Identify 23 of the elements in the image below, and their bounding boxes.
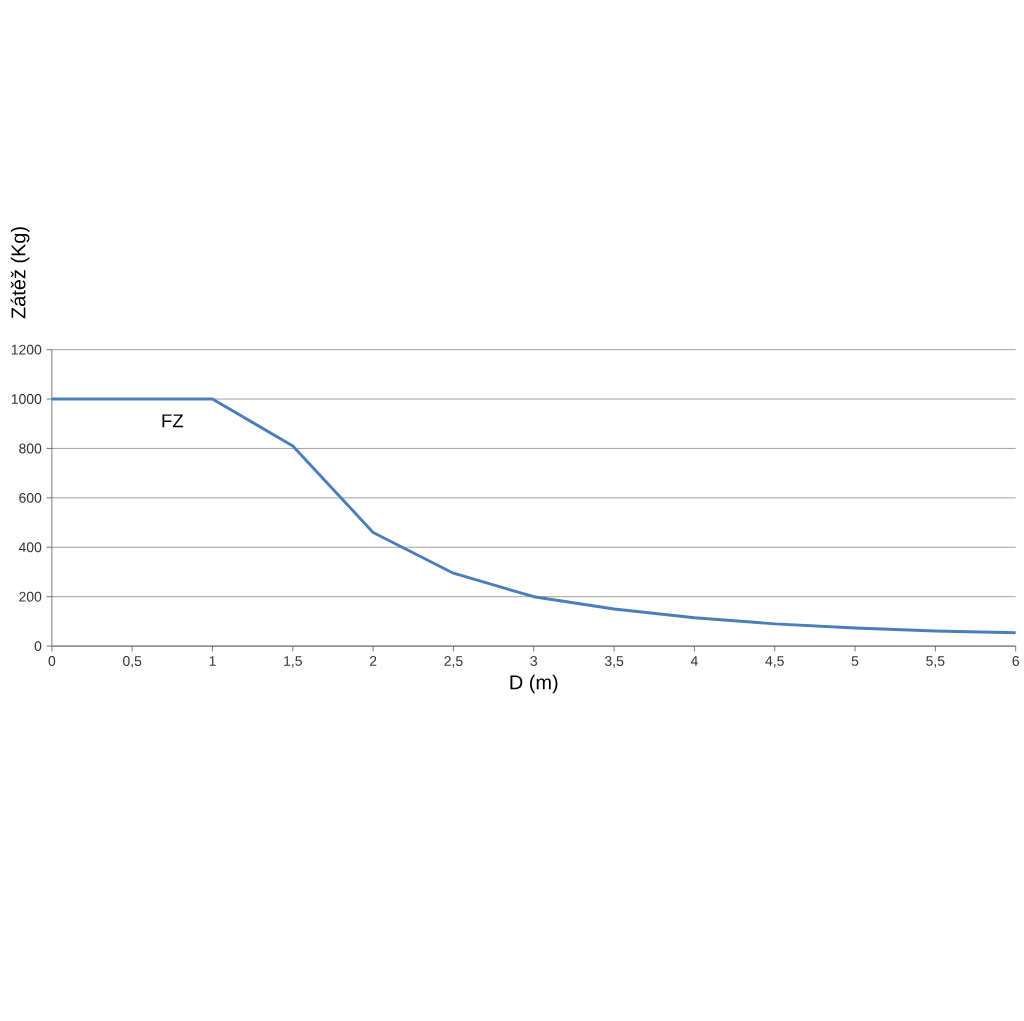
y-tick-label: 600 bbox=[19, 492, 42, 503]
x-tick-label: 3 bbox=[530, 656, 538, 667]
x-tick-label: 6 bbox=[1012, 656, 1019, 667]
x-tick-label: 5,5 bbox=[926, 656, 945, 668]
y-tick-label: 800 bbox=[19, 443, 42, 454]
y-tick-label: 0 bbox=[34, 641, 42, 652]
y-axis-title: Zátěž (Kg) bbox=[10, 227, 30, 319]
x-tick-label: 1 bbox=[209, 656, 216, 666]
x-tick-label: 2,5 bbox=[444, 656, 463, 668]
x-tick-label: 0,5 bbox=[123, 656, 142, 668]
x-tick-label: 3,5 bbox=[604, 656, 624, 668]
y-tick-label: 400 bbox=[18, 542, 42, 553]
x-tick-label: 4 bbox=[690, 656, 698, 666]
x-axis-title: D (m) bbox=[510, 674, 558, 694]
x-tick-label: 0 bbox=[48, 656, 56, 667]
y-tick-label: 1200 bbox=[11, 344, 42, 355]
y-tick-label: 200 bbox=[19, 591, 42, 602]
x-tick-label: 5 bbox=[851, 656, 859, 666]
x-tick-label: 2 bbox=[369, 656, 377, 666]
x-tick-label: 1,5 bbox=[284, 656, 302, 668]
series-label: FZ bbox=[162, 414, 184, 428]
x-tick-label: 4,5 bbox=[765, 656, 784, 668]
y-tick-label: 1000 bbox=[11, 394, 42, 404]
